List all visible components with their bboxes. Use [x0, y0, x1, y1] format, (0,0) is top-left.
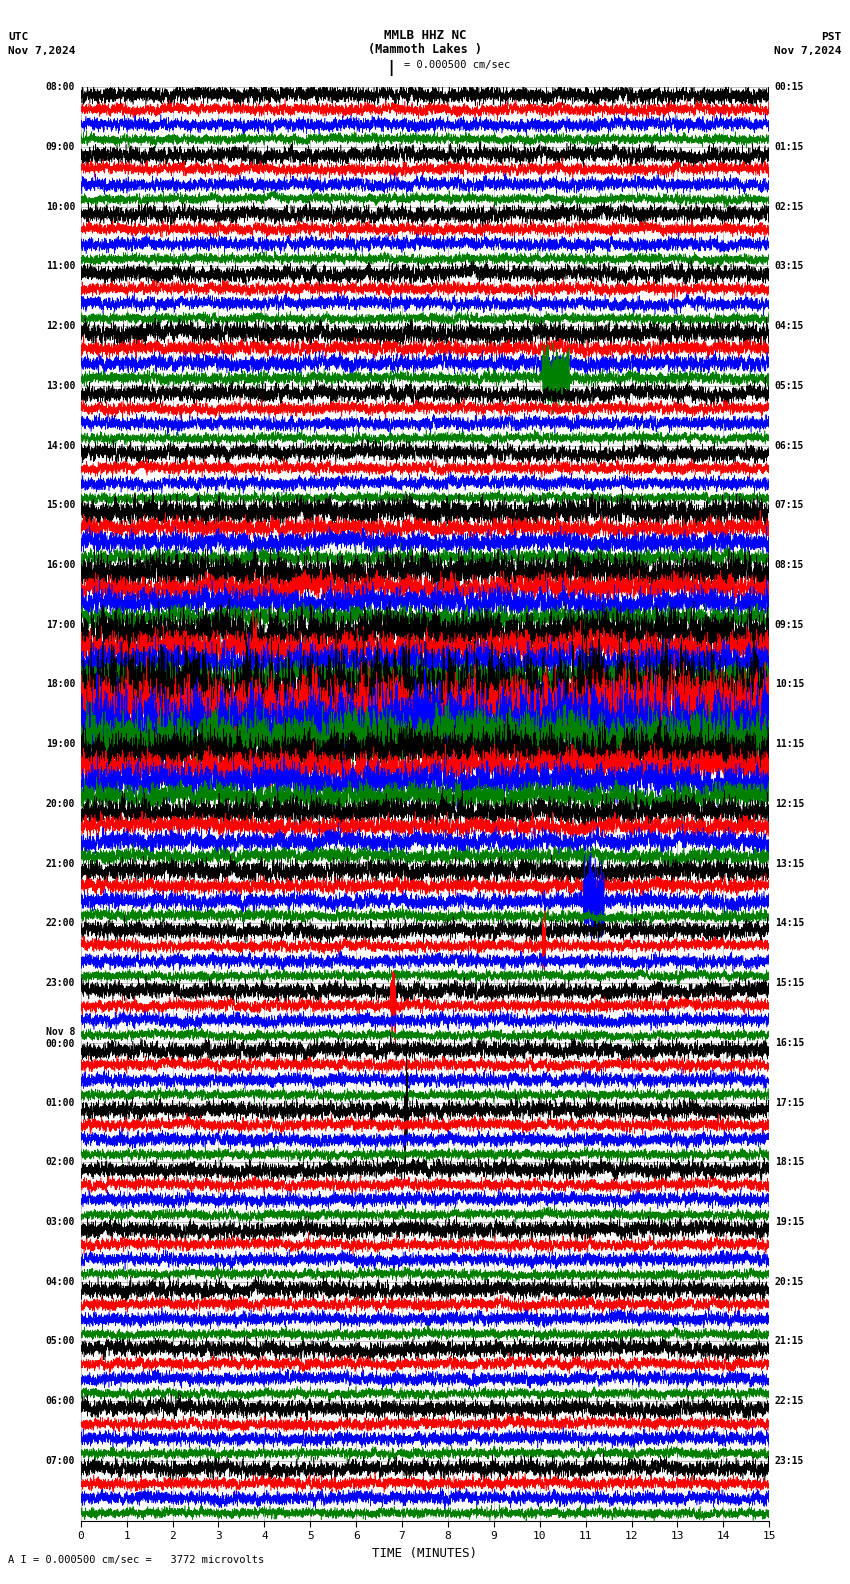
Text: 13:00: 13:00: [46, 380, 75, 391]
Text: 14:15: 14:15: [775, 919, 804, 928]
Text: 02:00: 02:00: [46, 1158, 75, 1167]
Text: 03:15: 03:15: [775, 261, 804, 271]
Text: 10:15: 10:15: [775, 680, 804, 689]
Text: 08:00: 08:00: [46, 82, 75, 92]
Text: 23:15: 23:15: [775, 1456, 804, 1465]
Text: 01:00: 01:00: [46, 1098, 75, 1107]
Text: 09:00: 09:00: [46, 143, 75, 152]
Text: 16:00: 16:00: [46, 561, 75, 570]
Text: A I = 0.000500 cm/sec =   3772 microvolts: A I = 0.000500 cm/sec = 3772 microvolts: [8, 1555, 264, 1565]
Text: 11:00: 11:00: [46, 261, 75, 271]
Text: 15:15: 15:15: [775, 977, 804, 988]
Text: MMLB HHZ NC: MMLB HHZ NC: [383, 29, 467, 41]
Text: 21:00: 21:00: [46, 859, 75, 868]
Text: 14:00: 14:00: [46, 440, 75, 450]
Text: PST: PST: [821, 32, 842, 41]
Text: 04:00: 04:00: [46, 1277, 75, 1286]
Text: Nov 7,2024: Nov 7,2024: [774, 46, 842, 55]
Text: 16:15: 16:15: [775, 1038, 804, 1047]
Text: 12:15: 12:15: [775, 798, 804, 809]
Text: 20:15: 20:15: [775, 1277, 804, 1286]
Text: 15:00: 15:00: [46, 501, 75, 510]
X-axis label: TIME (MINUTES): TIME (MINUTES): [372, 1546, 478, 1560]
Text: 07:15: 07:15: [775, 501, 804, 510]
Text: 17:00: 17:00: [46, 619, 75, 630]
Text: 07:00: 07:00: [46, 1456, 75, 1465]
Text: 18:15: 18:15: [775, 1158, 804, 1167]
Text: 06:00: 06:00: [46, 1396, 75, 1407]
Text: 09:15: 09:15: [775, 619, 804, 630]
Text: |: |: [387, 60, 395, 76]
Text: 00:00: 00:00: [46, 1039, 75, 1049]
Text: 01:15: 01:15: [775, 143, 804, 152]
Text: 06:15: 06:15: [775, 440, 804, 450]
Text: 19:15: 19:15: [775, 1217, 804, 1228]
Text: 22:15: 22:15: [775, 1396, 804, 1407]
Text: 05:15: 05:15: [775, 380, 804, 391]
Text: Nov 8: Nov 8: [46, 1026, 75, 1036]
Text: 13:15: 13:15: [775, 859, 804, 868]
Text: 19:00: 19:00: [46, 740, 75, 749]
Text: 20:00: 20:00: [46, 798, 75, 809]
Text: 10:00: 10:00: [46, 201, 75, 212]
Text: 05:00: 05:00: [46, 1337, 75, 1346]
Text: 17:15: 17:15: [775, 1098, 804, 1107]
Text: UTC: UTC: [8, 32, 29, 41]
Text: 04:15: 04:15: [775, 322, 804, 331]
Text: 08:15: 08:15: [775, 561, 804, 570]
Text: = 0.000500 cm/sec: = 0.000500 cm/sec: [404, 60, 510, 70]
Text: Nov 7,2024: Nov 7,2024: [8, 46, 76, 55]
Text: 03:00: 03:00: [46, 1217, 75, 1228]
Text: 02:15: 02:15: [775, 201, 804, 212]
Text: 12:00: 12:00: [46, 322, 75, 331]
Text: 18:00: 18:00: [46, 680, 75, 689]
Text: 11:15: 11:15: [775, 740, 804, 749]
Text: (Mammoth Lakes ): (Mammoth Lakes ): [368, 43, 482, 55]
Text: 00:15: 00:15: [775, 82, 804, 92]
Text: 22:00: 22:00: [46, 919, 75, 928]
Text: 23:00: 23:00: [46, 977, 75, 988]
Text: 21:15: 21:15: [775, 1337, 804, 1346]
